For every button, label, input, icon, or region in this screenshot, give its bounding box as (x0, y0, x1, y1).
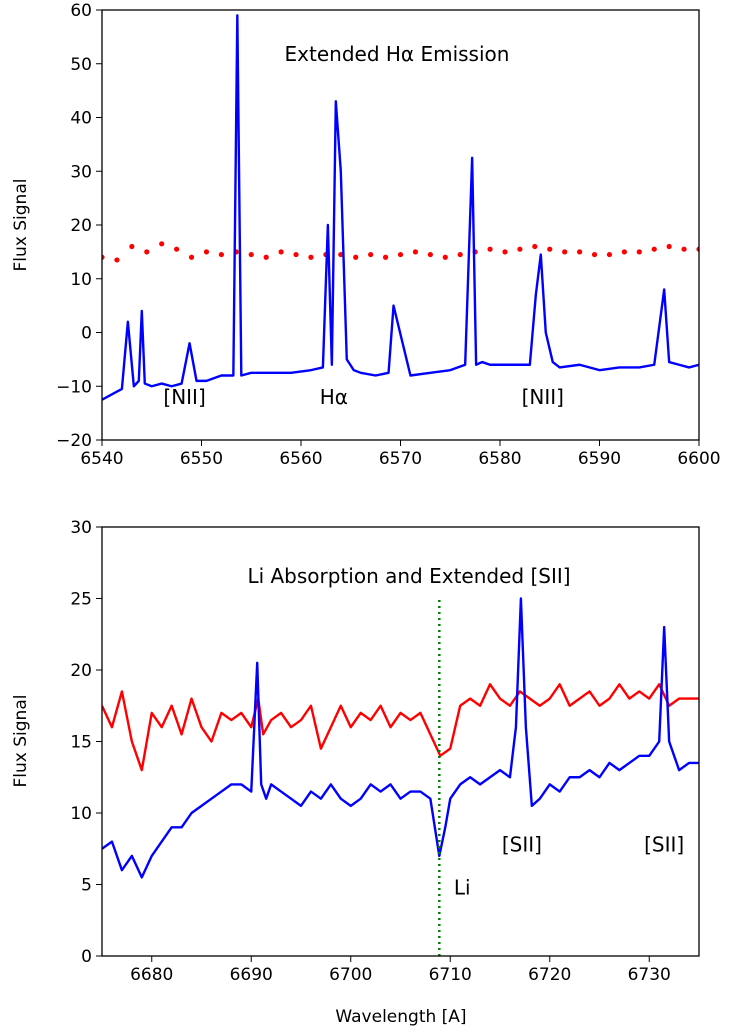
y-tick-label: 50 (70, 55, 92, 75)
y-tick-label: 0 (81, 324, 92, 344)
x-tick-label: 6560 (279, 449, 322, 469)
series-0-point (457, 251, 463, 258)
halpha-panel: Flux Signal 6540 6550 6560 6570 6580 6590 6600… (11, 1, 721, 469)
series-0-point (174, 246, 180, 252)
series-0-point (397, 251, 404, 258)
series-0-point (203, 249, 210, 255)
y-axis-ticks: 0 5 10 15 20 25 30 (70, 518, 102, 967)
series-0-point (144, 249, 150, 255)
series-0-point (502, 249, 508, 255)
x-tick-label: 6550 (180, 449, 223, 469)
plot-area (102, 597, 699, 956)
series-0-point (651, 246, 657, 252)
x-tick-label: 6720 (528, 965, 571, 985)
series-0-point (681, 246, 687, 252)
y-tick-label: 10 (70, 270, 92, 290)
x-tick-label: 6540 (80, 449, 123, 469)
series-0-point (278, 249, 284, 255)
series-0-line (102, 683, 699, 772)
series-0-point (338, 251, 344, 258)
plot-frame (101, 526, 700, 957)
series-0-point (248, 251, 254, 258)
annotation-label: [SII] (502, 833, 542, 857)
plot-area (102, 14, 699, 401)
annotations: [NII] Hα [NII] (163, 385, 564, 409)
y-tick-label: 0 (81, 947, 92, 967)
annotation-label: Hα (320, 385, 348, 409)
plot-frame (101, 9, 700, 441)
y-tick-label: 20 (70, 661, 92, 681)
panel-title: Li Absorption and Extended [SII] (247, 564, 570, 588)
annotation-label: [SII] (644, 833, 684, 857)
y-tick-label: 40 (70, 109, 92, 129)
series-0-point (562, 249, 568, 255)
y-axis-ticks: −20 −10 0 10 20 30 40 50 60 (56, 1, 102, 451)
x-tick-label: 6590 (578, 449, 621, 469)
series-0-point (517, 246, 523, 252)
series-0-point (591, 251, 598, 258)
x-tick-label: 6730 (628, 965, 671, 985)
series-0-point (427, 251, 433, 258)
y-tick-label: 20 (70, 216, 92, 236)
annotation-label: [NII] (163, 385, 205, 409)
x-tick-label: 6600 (677, 449, 720, 469)
y-axis-label: Flux Signal (11, 179, 31, 272)
series-0-point (353, 254, 359, 260)
x-tick-label: 6700 (329, 965, 372, 985)
y-tick-label: 10 (70, 804, 92, 824)
series-0-point (532, 243, 538, 250)
series-0-point (188, 254, 195, 260)
series-0-point (636, 249, 642, 255)
series-0-point (442, 254, 448, 260)
series-0-point (487, 246, 493, 252)
series-0-point (547, 246, 553, 252)
series-0-point (159, 241, 165, 247)
y-tick-label: −20 (56, 431, 92, 451)
y-tick-label: 60 (70, 1, 92, 21)
x-tick-label: 6680 (130, 965, 173, 985)
series-1-line (102, 597, 699, 879)
y-axis-label: Flux Signal (11, 695, 31, 788)
y-tick-label: 15 (70, 733, 92, 753)
series-0-point (606, 251, 613, 258)
x-tick-label: 6690 (230, 965, 273, 985)
y-tick-label: 30 (70, 162, 92, 182)
y-tick-label: 30 (70, 518, 92, 538)
series-0-point (382, 254, 389, 260)
annotation-label: Li (454, 876, 471, 900)
series-1-line (102, 14, 699, 401)
x-axis-label: Wavelength [A] (335, 1007, 466, 1027)
series-0-point (263, 254, 269, 260)
li-sii-panel: Flux Signal 6680 6690 6700 6710 6720 6730 0 5 1… (11, 518, 700, 1027)
series-0-point (293, 251, 299, 258)
x-tick-label: 6580 (478, 449, 521, 469)
y-tick-label: −10 (56, 377, 92, 397)
y-tick-label: 5 (81, 876, 92, 896)
annotation-label: [NII] (522, 385, 564, 409)
series-0-point (577, 249, 583, 255)
series-0-point (218, 251, 224, 258)
series-0-point (129, 243, 135, 250)
x-axis-ticks: 6680 6690 6700 6710 6720 6730 (130, 956, 671, 985)
x-axis-ticks: 6540 6550 6560 6570 6580 6590 6600 (80, 440, 721, 469)
series-0-point (368, 251, 374, 258)
y-tick-label: 25 (70, 590, 92, 610)
x-tick-label: 6570 (379, 449, 422, 469)
annotations: Li [SII] [SII] (454, 833, 684, 900)
series-0-point (666, 243, 672, 250)
series-0-point (114, 257, 120, 263)
series-0-point (308, 254, 314, 260)
series-0-point (412, 249, 419, 255)
x-tick-label: 6710 (429, 965, 472, 985)
series-0-point (621, 249, 627, 255)
panel-title: Extended Hα Emission (285, 42, 510, 66)
